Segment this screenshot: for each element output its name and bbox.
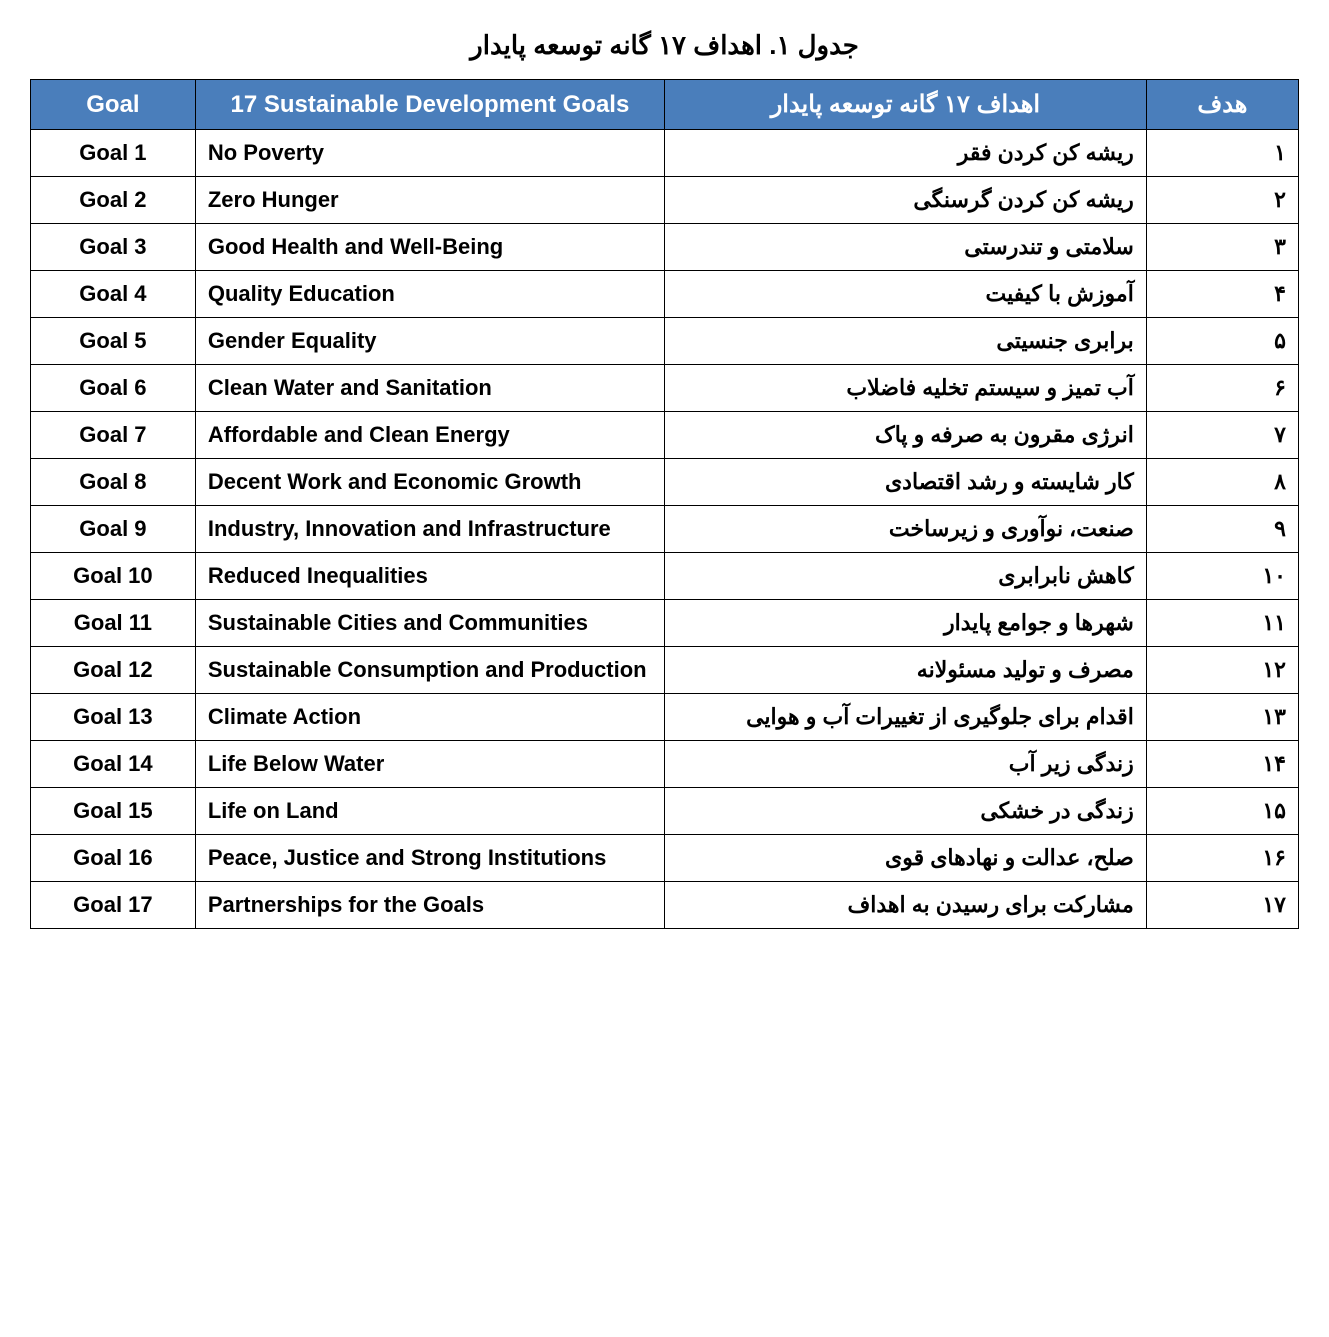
goal-en-cell: Good Health and Well-Being	[195, 224, 664, 271]
goal-fa-cell: آب تمیز و سیستم تخلیه فاضلاب	[664, 365, 1146, 412]
hadaf-cell: ۹	[1146, 506, 1298, 553]
hadaf-cell: ۵	[1146, 318, 1298, 365]
goal-fa-cell: زندگی در خشکی	[664, 788, 1146, 835]
goal-cell: Goal 3	[31, 224, 196, 271]
goal-en-cell: Climate Action	[195, 694, 664, 741]
goal-cell: Goal 5	[31, 318, 196, 365]
col-header-hadaf: هدف	[1146, 80, 1298, 130]
table-row: Goal 17Partnerships for the Goalsمشارکت …	[31, 882, 1299, 929]
goal-cell: Goal 13	[31, 694, 196, 741]
goal-cell: Goal 6	[31, 365, 196, 412]
hadaf-cell: ۱	[1146, 130, 1298, 177]
goal-en-cell: Life on Land	[195, 788, 664, 835]
goal-en-cell: Industry, Innovation and Infrastructure	[195, 506, 664, 553]
table-row: Goal 12Sustainable Consumption and Produ…	[31, 647, 1299, 694]
goal-cell: Goal 9	[31, 506, 196, 553]
table-header-row: Goal 17 Sustainable Development Goals اه…	[31, 80, 1299, 130]
goal-en-cell: Affordable and Clean Energy	[195, 412, 664, 459]
goal-fa-cell: برابری جنسیتی	[664, 318, 1146, 365]
goal-cell: Goal 7	[31, 412, 196, 459]
hadaf-cell: ۸	[1146, 459, 1298, 506]
hadaf-cell: ۴	[1146, 271, 1298, 318]
goal-en-cell: Quality Education	[195, 271, 664, 318]
goal-fa-cell: صنعت، نوآوری و زیرساخت	[664, 506, 1146, 553]
goal-en-cell: Peace, Justice and Strong Institutions	[195, 835, 664, 882]
table-row: Goal 3Good Health and Well-Beingسلامتی و…	[31, 224, 1299, 271]
goal-cell: Goal 12	[31, 647, 196, 694]
table-row: Goal 8Decent Work and Economic Growthکار…	[31, 459, 1299, 506]
hadaf-cell: ۱۰	[1146, 553, 1298, 600]
goal-cell: Goal 16	[31, 835, 196, 882]
sdg-table: Goal 17 Sustainable Development Goals اه…	[30, 79, 1299, 929]
goal-fa-cell: شهرها و جوامع پایدار	[664, 600, 1146, 647]
goal-fa-cell: انرژی مقرون به صرفه و پاک	[664, 412, 1146, 459]
hadaf-cell: ۱۵	[1146, 788, 1298, 835]
goal-cell: Goal 17	[31, 882, 196, 929]
goal-cell: Goal 2	[31, 177, 196, 224]
goal-fa-cell: ریشه کن کردن فقر	[664, 130, 1146, 177]
goal-fa-cell: مشارکت برای رسیدن به اهداف	[664, 882, 1146, 929]
table-row: Goal 6Clean Water and Sanitationآب تمیز …	[31, 365, 1299, 412]
hadaf-cell: ۱۴	[1146, 741, 1298, 788]
goal-fa-cell: صلح، عدالت و نهادهای قوی	[664, 835, 1146, 882]
table-row: Goal 1No Povertyریشه کن کردن فقر۱	[31, 130, 1299, 177]
table-row: Goal 7Affordable and Clean Energyانرژی م…	[31, 412, 1299, 459]
table-row: Goal 4Quality Educationآموزش با کیفیت۴	[31, 271, 1299, 318]
goal-en-cell: Zero Hunger	[195, 177, 664, 224]
goal-fa-cell: کار شایسته و رشد اقتصادی	[664, 459, 1146, 506]
col-header-en: 17 Sustainable Development Goals	[195, 80, 664, 130]
hadaf-cell: ۱۷	[1146, 882, 1298, 929]
goal-cell: Goal 15	[31, 788, 196, 835]
goal-en-cell: Gender Equality	[195, 318, 664, 365]
hadaf-cell: ۲	[1146, 177, 1298, 224]
goal-fa-cell: زندگی زیر آب	[664, 741, 1146, 788]
table-row: Goal 11Sustainable Cities and Communitie…	[31, 600, 1299, 647]
hadaf-cell: ۱۱	[1146, 600, 1298, 647]
col-header-fa: اهداف ۱۷ گانه توسعه پایدار	[664, 80, 1146, 130]
table-body: Goal 1No Povertyریشه کن کردن فقر۱Goal 2Z…	[31, 130, 1299, 929]
table-row: Goal 10Reduced Inequalitiesکاهش نابرابری…	[31, 553, 1299, 600]
goal-en-cell: Clean Water and Sanitation	[195, 365, 664, 412]
hadaf-cell: ۱۲	[1146, 647, 1298, 694]
goal-fa-cell: مصرف و تولید مسئولانه	[664, 647, 1146, 694]
table-row: Goal 13Climate Actionاقدام برای جلوگیری …	[31, 694, 1299, 741]
goal-en-cell: No Poverty	[195, 130, 664, 177]
table-caption: جدول ۱. اهداف ۱۷ گانه توسعه پایدار	[30, 30, 1299, 61]
hadaf-cell: ۱۳	[1146, 694, 1298, 741]
table-row: Goal 9Industry, Innovation and Infrastru…	[31, 506, 1299, 553]
goal-en-cell: Decent Work and Economic Growth	[195, 459, 664, 506]
goal-cell: Goal 4	[31, 271, 196, 318]
table-row: Goal 15Life on Landزندگی در خشکی۱۵	[31, 788, 1299, 835]
goal-en-cell: Partnerships for the Goals	[195, 882, 664, 929]
goal-fa-cell: ریشه کن کردن گرسنگی	[664, 177, 1146, 224]
goal-fa-cell: کاهش نابرابری	[664, 553, 1146, 600]
table-row: Goal 14Life Below Waterزندگی زیر آب۱۴	[31, 741, 1299, 788]
goal-en-cell: Life Below Water	[195, 741, 664, 788]
goal-en-cell: Sustainable Cities and Communities	[195, 600, 664, 647]
goal-fa-cell: آموزش با کیفیت	[664, 271, 1146, 318]
goal-fa-cell: اقدام برای جلوگیری از تغییرات آب و هوایی	[664, 694, 1146, 741]
table-row: Goal 5Gender Equalityبرابری جنسیتی۵	[31, 318, 1299, 365]
goal-cell: Goal 10	[31, 553, 196, 600]
goal-en-cell: Reduced Inequalities	[195, 553, 664, 600]
goal-cell: Goal 1	[31, 130, 196, 177]
goal-fa-cell: سلامتی و تندرستی	[664, 224, 1146, 271]
goal-cell: Goal 11	[31, 600, 196, 647]
table-row: Goal 2Zero Hungerریشه کن کردن گرسنگی۲	[31, 177, 1299, 224]
goal-en-cell: Sustainable Consumption and Production	[195, 647, 664, 694]
hadaf-cell: ۷	[1146, 412, 1298, 459]
hadaf-cell: ۱۶	[1146, 835, 1298, 882]
goal-cell: Goal 14	[31, 741, 196, 788]
hadaf-cell: ۶	[1146, 365, 1298, 412]
col-header-goal: Goal	[31, 80, 196, 130]
goal-cell: Goal 8	[31, 459, 196, 506]
table-row: Goal 16Peace, Justice and Strong Institu…	[31, 835, 1299, 882]
hadaf-cell: ۳	[1146, 224, 1298, 271]
